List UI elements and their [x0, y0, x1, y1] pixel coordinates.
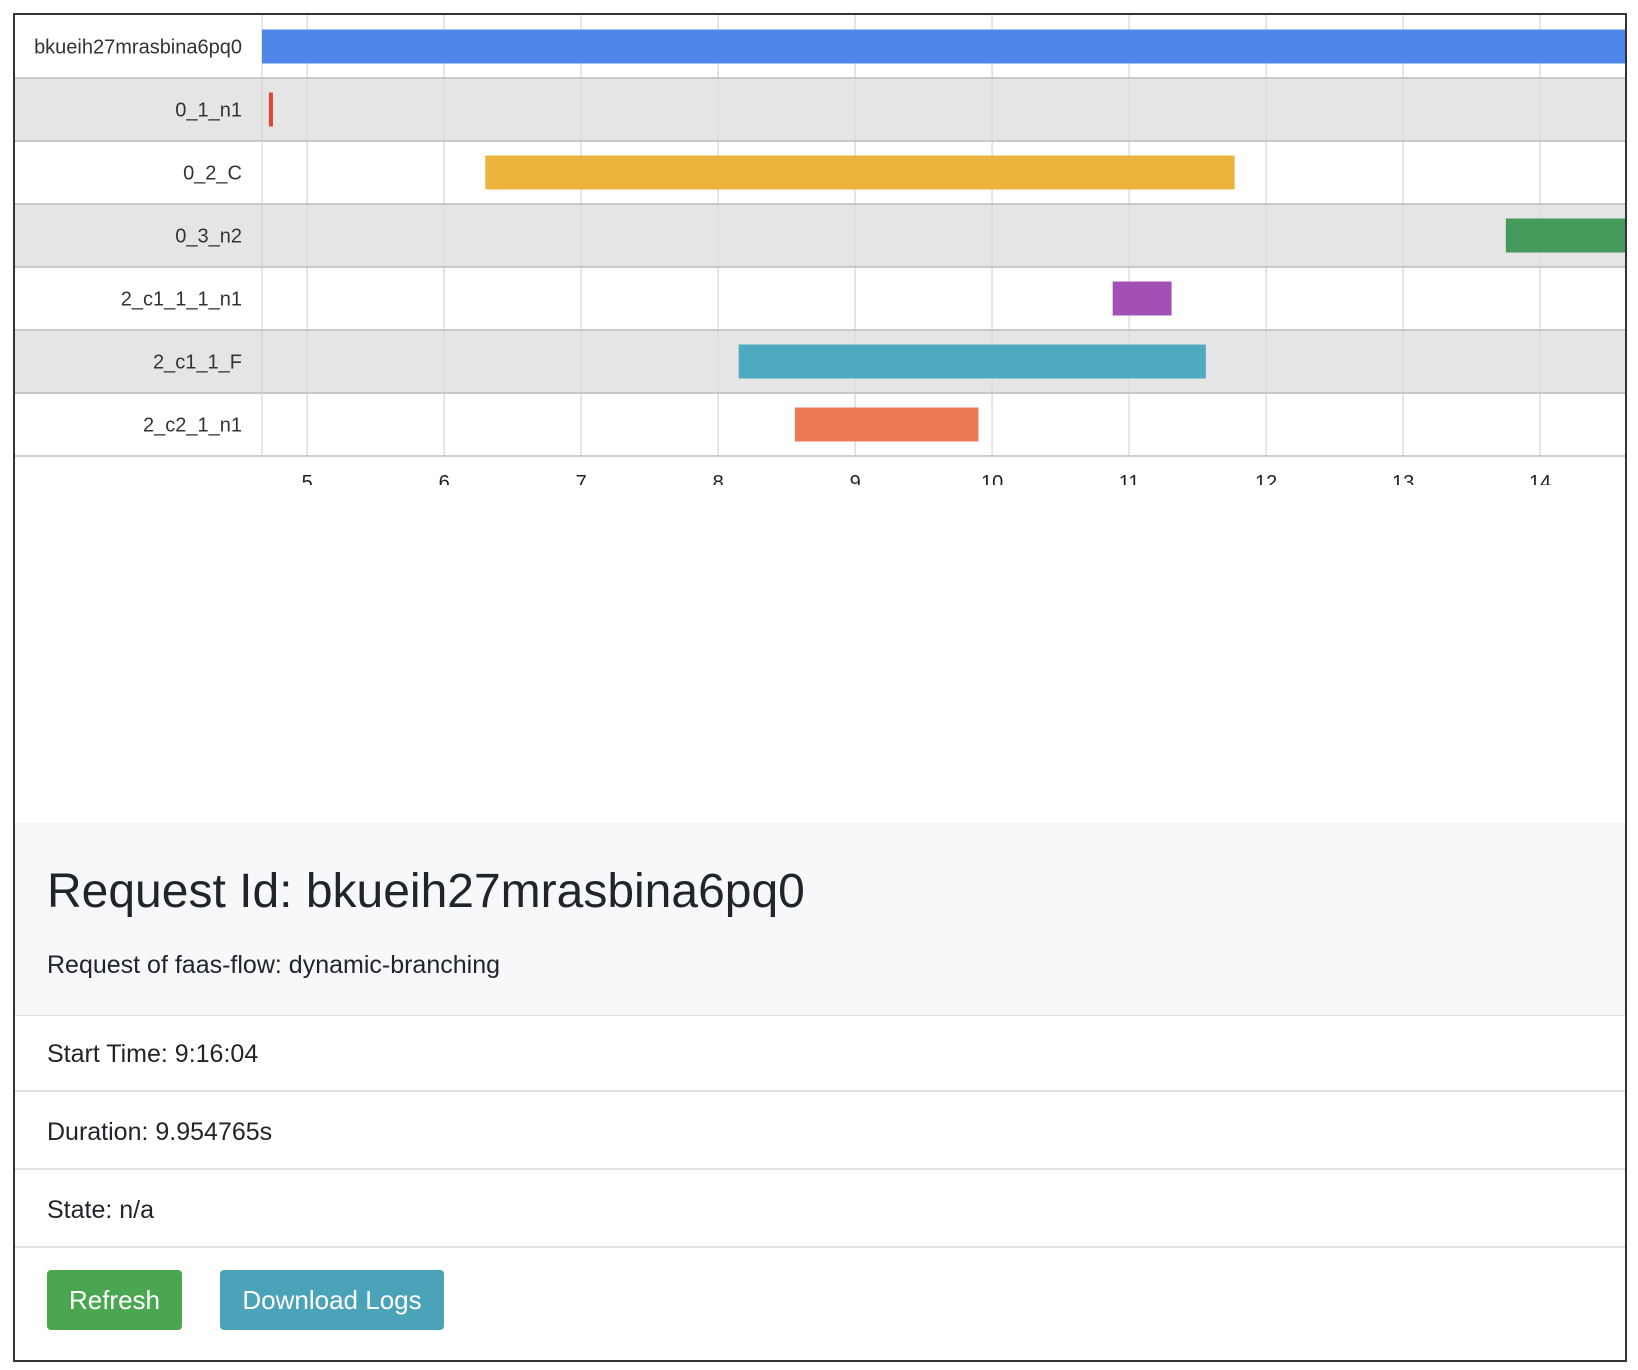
x-tick-label: 12 [1255, 472, 1277, 485]
x-tick-label: 11 [1119, 472, 1140, 485]
x-tick-label: 6 [439, 472, 450, 485]
row-background [15, 204, 1625, 267]
row-label: bkueih27mrasbina6pq0 [34, 37, 242, 59]
request-card: bkueih27mrasbina6pq0 0_1_n1 0_2_C 0_3_n2 2_c… [13, 13, 1627, 1362]
row-label: 2_c1_1_1_n1 [121, 289, 242, 311]
row-label: 0_1_n1 [175, 100, 242, 122]
x-tick-label: 13 [1392, 472, 1414, 485]
gantt-chart: bkueih27mrasbina6pq0 0_1_n1 0_2_C 0_3_n2 2_c… [15, 15, 1625, 485]
request-header: Request Id: bkueih27mrasbina6pq0 Request… [15, 823, 1625, 1016]
download-logs-button[interactable]: Download Logs [220, 1270, 444, 1330]
row-background [15, 78, 1625, 141]
gantt-bar [262, 29, 1625, 64]
row-label: 2_c2_1_n1 [143, 415, 242, 437]
gantt-bar [738, 344, 1206, 379]
state-item: State: n/a [15, 1172, 1625, 1248]
row-label: 0_2_C [183, 163, 242, 185]
request-id-title: Request Id: bkueih27mrasbina6pq0 [47, 865, 805, 918]
gantt-bar [1112, 281, 1172, 316]
request-flow-subtitle: Request of faas-flow: dynamic-branching [47, 951, 501, 979]
gantt-bar [485, 155, 1235, 190]
duration-item: Duration: 9.954765s [15, 1094, 1625, 1170]
gantt-bar [794, 407, 979, 442]
x-tick-label: 10 [981, 472, 1003, 485]
gantt-bar [1505, 218, 1625, 253]
x-tick-label: 7 [576, 472, 587, 485]
refresh-button[interactable]: Refresh [47, 1270, 182, 1330]
row-label: 0_3_n2 [175, 226, 242, 248]
x-tick-label: 9 [850, 472, 861, 485]
row-background [15, 267, 1625, 330]
x-tick-label: 5 [302, 472, 313, 485]
gantt-bar [268, 92, 273, 127]
start-time-item: Start Time: 9:16:04 [15, 1016, 1625, 1092]
row-label: 2_c1_1_F [153, 352, 242, 374]
x-tick-label: 8 [713, 472, 724, 485]
x-tick-label: 14 [1529, 472, 1551, 485]
